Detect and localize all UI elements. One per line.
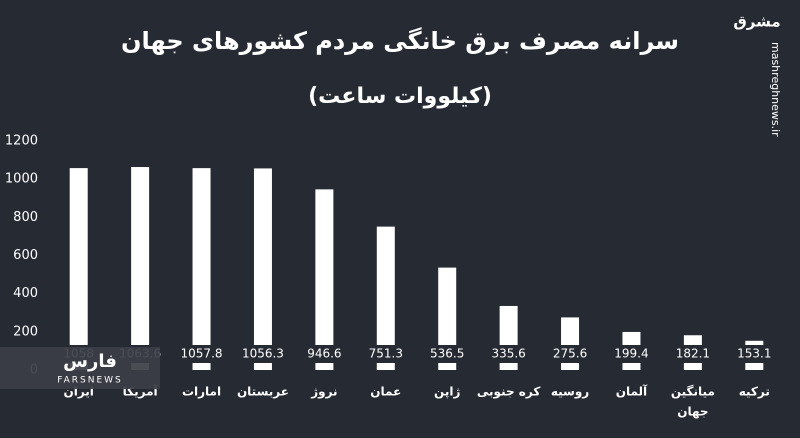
bar (131, 167, 150, 370)
x-tick-label: امارات (182, 385, 221, 399)
x-tick-label: عمان (370, 385, 401, 399)
y-tick-label: 1200 (5, 134, 38, 149)
value-label-bg (423, 345, 472, 363)
value-label: 182.1 (676, 347, 710, 361)
value-label-bg (177, 345, 226, 363)
value-label: 275.6 (553, 347, 587, 361)
value-label: 946.6 (307, 347, 341, 361)
value-label-bg (730, 345, 779, 363)
y-tick-label: 400 (13, 286, 38, 301)
bar (192, 168, 211, 370)
value-label: 1056.3 (242, 347, 284, 361)
logo: مشرق (733, 13, 780, 31)
y-tick-label: 800 (13, 210, 38, 225)
value-label: 335.6 (491, 347, 525, 361)
x-tick-label: آلمان (616, 384, 648, 399)
x-tick-label: روسیه (551, 385, 589, 400)
value-label-bg (484, 345, 533, 363)
value-label-bg (607, 345, 656, 363)
bar (69, 168, 88, 370)
x-tick-label: نروژ (310, 385, 337, 400)
bar (253, 168, 272, 370)
x-tick-label: کره جنوبی (477, 385, 540, 400)
value-label: 536.5 (430, 347, 464, 361)
value-label: 751.3 (369, 347, 403, 361)
value-label-bg (668, 345, 717, 363)
x-tick-label: جهان (677, 405, 708, 419)
x-tick-label: ترکیه (739, 385, 770, 399)
value-label: 199.4 (614, 347, 648, 361)
chart-subtitle: (کیلووات ساعت) (308, 84, 492, 109)
value-label-bg (546, 345, 595, 363)
value-label: 153.1 (737, 347, 771, 361)
x-tick-label: میانگین (671, 385, 715, 399)
y-tick-label: 600 (13, 248, 38, 263)
chart-title: سرانه مصرف برق خانگی مردم کشورهای جهان (121, 27, 679, 55)
x-tick-label: عربستان (237, 385, 289, 399)
value-label-bg (361, 345, 410, 363)
bar (315, 189, 334, 370)
site-watermark: mashreghnews.ir (769, 42, 782, 137)
value-label: 1057.8 (181, 347, 223, 361)
agency-logo-en: FARSNEWS (57, 376, 123, 386)
value-label-bg (300, 345, 349, 363)
bar (376, 226, 395, 370)
y-tick-label: 200 (13, 324, 38, 339)
x-tick-label: ژاپن (434, 385, 460, 399)
agency-logo-bg (0, 347, 160, 389)
agency-logo: فارس (63, 351, 117, 372)
y-tick-label: 1000 (5, 172, 38, 187)
value-label-bg (238, 345, 287, 363)
bar (438, 267, 457, 370)
